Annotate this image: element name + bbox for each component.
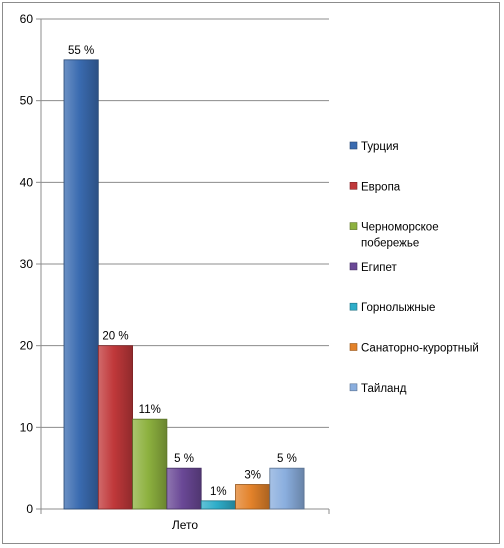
bar-7 [269,467,305,510]
y-tick-label: 10 [20,420,34,434]
data-label: 5 % [277,453,297,465]
legend-label: Санаторно-курортный [361,343,479,355]
legend-label: Европа [361,181,401,193]
bar-1 [63,59,99,510]
y-tick-label: 40 [20,175,34,189]
bar-3 [132,418,168,510]
legend-swatch [349,343,358,351]
y-tick-label: 30 [20,257,34,271]
legend-swatch [349,383,358,392]
bars [63,59,305,510]
data-labels: 55 % 20 % 11% 5 % 1% 3% 5 % [68,45,297,498]
bar-2 [97,345,134,510]
y-tick-label: 60 [20,12,34,26]
data-label: 5 % [174,453,194,465]
legend-label: побережье [361,238,419,250]
bar-4 [166,467,202,510]
legend-swatch [349,222,358,230]
bar-6 [235,484,271,510]
y-tick-label: 0 [26,502,33,516]
data-label: 55 % [68,45,94,57]
legend-label: Турция [361,141,399,153]
x-category-label: Лето [172,518,199,532]
data-label: 20 % [102,331,128,343]
chart-frame: 0 10 20 30 40 50 60 Лето 55 % 20 % 11% 5 % 1% 3% 5 % … [2,2,500,544]
legend-swatch [349,302,358,311]
legend-swatch [349,262,358,271]
legend-label: Черноморское [361,222,439,234]
legend-label: Египет [361,262,398,274]
legend-swatch [349,182,358,190]
y-tick-label: 20 [20,339,34,353]
data-label: 3% [244,470,261,482]
legend-swatch [349,141,358,150]
data-label: 11% [139,404,161,416]
data-label: 1% [210,486,227,498]
legend-label: Горнолыжные [361,302,435,314]
bar-5 [200,500,236,510]
legend: Турция Европа Черноморское побережье Египет Г… [349,141,479,395]
y-tick-label: 50 [20,94,34,108]
legend-label: Тайланд [361,383,407,395]
